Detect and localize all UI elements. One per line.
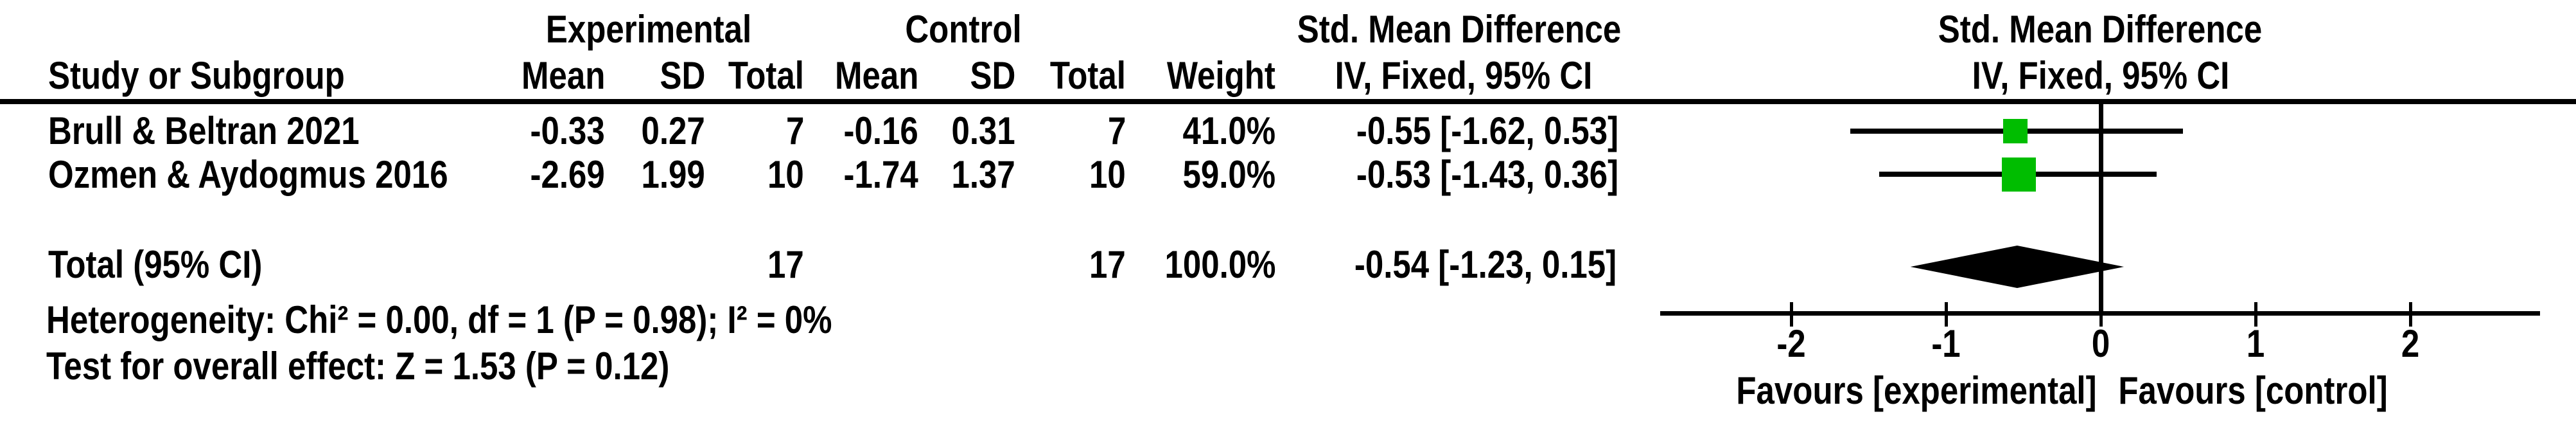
col-header-mean-exp: Mean [521, 54, 605, 97]
pooled-effect-diamond [1910, 246, 2125, 288]
group-header-smd-text: Std. Mean Difference [1297, 8, 1622, 51]
sd-exp: 0.27 [641, 109, 705, 152]
sd-ctrl: 0.31 [951, 109, 1015, 152]
favours-experimental-label: Favours [experimental] [1736, 369, 2097, 412]
axis-tick [2099, 302, 2103, 327]
col-header-study: Study or Subgroup [48, 54, 345, 97]
mean-exp: -2.69 [530, 153, 605, 196]
axis-tick-label: 1 [2246, 322, 2265, 365]
total-exp: 7 [785, 109, 804, 152]
axis-tick-label: 2 [2401, 322, 2420, 365]
axis-tick-label: -1 [1931, 322, 1961, 365]
mean-exp: -0.33 [530, 109, 605, 152]
axis-tick [1789, 302, 1793, 327]
study-weight-square [2003, 119, 2028, 143]
weight-value: 41.0% [1182, 109, 1275, 152]
col-header-total-exp: Total [728, 54, 804, 97]
total-ci-value: -0.54 [-1.23, 0.15] [1354, 243, 1617, 286]
total-weight: 100.0% [1164, 243, 1275, 286]
sd-exp: 1.99 [641, 153, 705, 196]
col-header-ci-plot: IV, Fixed, 95% CI [1972, 54, 2230, 97]
axis-tick-label: -2 [1776, 322, 1806, 365]
total-ctrl: 7 [1107, 109, 1126, 152]
axis-tick [2254, 302, 2257, 327]
study-weight-square [2001, 157, 2036, 192]
sd-ctrl: 1.37 [951, 153, 1015, 196]
total-ctrl: 10 [1089, 153, 1126, 196]
col-header-mean-ctrl: Mean [834, 54, 918, 97]
zero-reference-line [2099, 104, 2103, 315]
group-header-control: Control [905, 8, 1022, 51]
overall-effect-test: Test for overall effect: Z = 1.53 (P = 0… [46, 345, 670, 388]
mean-ctrl: -1.74 [843, 153, 918, 196]
study-name: Ozmen & Aydogmus 2016 [48, 153, 448, 196]
mean-ctrl: -0.16 [843, 109, 918, 152]
axis-tick [2408, 302, 2412, 327]
col-header-total-ctrl: Total [1049, 54, 1126, 97]
total-ctrl-sum: 17 [1089, 243, 1126, 286]
col-header-ci-text: IV, Fixed, 95% CI [1335, 54, 1593, 97]
ci-value: -0.55 [-1.62, 0.53] [1356, 109, 1619, 152]
axis-tick-label: 0 [2091, 322, 2110, 365]
ci-value: -0.53 [-1.43, 0.36] [1356, 153, 1619, 196]
total-exp: 10 [767, 153, 804, 196]
group-header-experimental: Experimental [545, 8, 752, 51]
favours-control-label: Favours [control] [2118, 369, 2388, 412]
study-name: Brull & Beltran 2021 [48, 109, 360, 152]
col-header-sd-exp: SD [660, 54, 705, 97]
axis-tick [1944, 302, 1948, 327]
col-header-sd-ctrl: SD [970, 54, 1015, 97]
total-label: Total (95% CI) [48, 243, 263, 286]
weight-value: 59.0% [1182, 153, 1275, 196]
header-separator-line [0, 99, 2576, 104]
total-exp-sum: 17 [767, 243, 804, 286]
heterogeneity-stats: Heterogeneity: Chi² = 0.00, df = 1 (P = … [46, 298, 832, 341]
col-header-weight: Weight [1166, 54, 1275, 97]
group-header-smd-plot: Std. Mean Difference [1938, 8, 2263, 51]
